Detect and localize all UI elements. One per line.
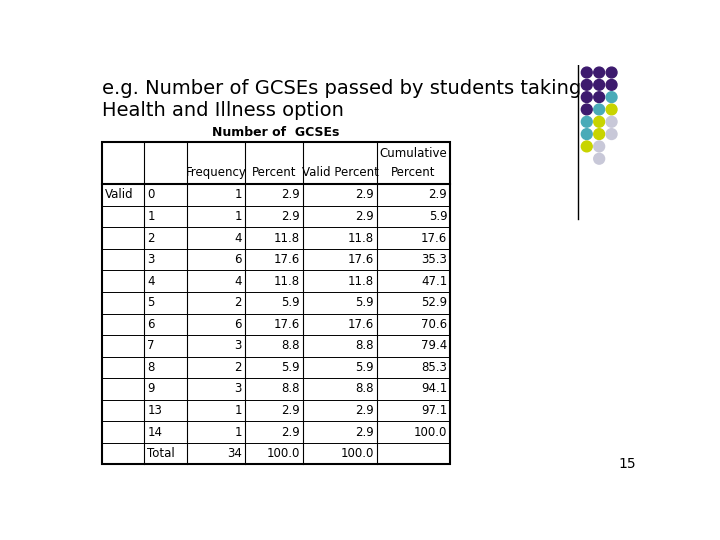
Text: 5.9: 5.9 [355, 296, 374, 309]
Text: 47.1: 47.1 [421, 275, 447, 288]
Text: 97.1: 97.1 [421, 404, 447, 417]
Text: 15: 15 [618, 457, 636, 471]
Text: 100.0: 100.0 [266, 447, 300, 460]
Text: 2.9: 2.9 [355, 404, 374, 417]
Text: 70.6: 70.6 [421, 318, 447, 331]
Text: 1: 1 [235, 188, 242, 201]
Text: 3: 3 [148, 253, 155, 266]
Circle shape [594, 129, 605, 139]
Text: 3: 3 [235, 382, 242, 395]
Circle shape [606, 67, 617, 78]
Text: 8.8: 8.8 [355, 339, 374, 353]
Text: 100.0: 100.0 [414, 426, 447, 438]
Circle shape [594, 67, 605, 78]
Text: 2: 2 [235, 296, 242, 309]
Text: 8.8: 8.8 [282, 382, 300, 395]
Text: 4: 4 [235, 232, 242, 245]
Circle shape [581, 92, 593, 103]
Text: 11.8: 11.8 [348, 275, 374, 288]
Text: 17.6: 17.6 [274, 253, 300, 266]
Text: 11.8: 11.8 [348, 232, 374, 245]
Text: 2: 2 [148, 232, 155, 245]
Text: 8.8: 8.8 [282, 339, 300, 353]
Text: Percent: Percent [391, 166, 436, 179]
Circle shape [594, 92, 605, 103]
Text: 5.9: 5.9 [355, 361, 374, 374]
Text: 8: 8 [148, 361, 155, 374]
Text: Frequency: Frequency [186, 166, 246, 179]
Text: 1: 1 [235, 426, 242, 438]
Text: Percent: Percent [252, 166, 297, 179]
Text: 9: 9 [148, 382, 155, 395]
Text: 4: 4 [235, 275, 242, 288]
Text: 3: 3 [235, 339, 242, 353]
Text: Cumulative: Cumulative [379, 147, 447, 160]
Circle shape [606, 79, 617, 90]
Text: 17.6: 17.6 [348, 318, 374, 331]
Text: 85.3: 85.3 [421, 361, 447, 374]
Text: Total: Total [148, 447, 175, 460]
Text: 5: 5 [148, 296, 155, 309]
Text: 6: 6 [148, 318, 155, 331]
Text: Valid Percent: Valid Percent [302, 166, 379, 179]
Bar [102, 142, 451, 464]
Text: 52.9: 52.9 [421, 296, 447, 309]
Text: 94.1: 94.1 [421, 382, 447, 395]
Circle shape [581, 67, 593, 78]
Text: 6: 6 [235, 318, 242, 331]
Text: 35.3: 35.3 [421, 253, 447, 266]
Text: 8.8: 8.8 [355, 382, 374, 395]
Text: 2.9: 2.9 [282, 404, 300, 417]
Circle shape [606, 129, 617, 139]
Text: 6: 6 [235, 253, 242, 266]
Text: 7: 7 [148, 339, 155, 353]
Circle shape [606, 117, 617, 127]
Circle shape [581, 141, 593, 152]
Text: 0: 0 [148, 188, 155, 201]
Circle shape [581, 79, 593, 90]
Circle shape [594, 141, 605, 152]
Circle shape [581, 129, 593, 139]
Text: 2.9: 2.9 [282, 426, 300, 438]
Text: 5.9: 5.9 [282, 296, 300, 309]
Text: 1: 1 [235, 404, 242, 417]
Text: 17.6: 17.6 [348, 253, 374, 266]
Circle shape [594, 117, 605, 127]
Text: 2.9: 2.9 [282, 210, 300, 223]
Text: 2.9: 2.9 [355, 426, 374, 438]
Circle shape [606, 92, 617, 103]
Text: 11.8: 11.8 [274, 275, 300, 288]
Text: 17.6: 17.6 [421, 232, 447, 245]
Circle shape [581, 104, 593, 115]
Text: 13: 13 [148, 404, 162, 417]
Text: 1: 1 [148, 210, 155, 223]
Text: 17.6: 17.6 [274, 318, 300, 331]
Circle shape [594, 153, 605, 164]
Text: 2.9: 2.9 [428, 188, 447, 201]
Circle shape [606, 104, 617, 115]
Text: 5.9: 5.9 [282, 361, 300, 374]
Text: 2.9: 2.9 [355, 210, 374, 223]
Text: 4: 4 [148, 275, 155, 288]
Circle shape [594, 79, 605, 90]
Text: 14: 14 [148, 426, 162, 438]
Text: Valid: Valid [104, 188, 133, 201]
Circle shape [594, 104, 605, 115]
Text: 11.8: 11.8 [274, 232, 300, 245]
Text: 100.0: 100.0 [341, 447, 374, 460]
Text: 5.9: 5.9 [428, 210, 447, 223]
Text: 2.9: 2.9 [282, 188, 300, 201]
Text: 1: 1 [235, 210, 242, 223]
Circle shape [581, 117, 593, 127]
Text: Number of  GCSEs: Number of GCSEs [212, 126, 340, 139]
Text: 34: 34 [227, 447, 242, 460]
Text: 79.4: 79.4 [421, 339, 447, 353]
Text: e.g. Number of GCSEs passed by students taking
Health and Illness option: e.g. Number of GCSEs passed by students … [102, 79, 581, 120]
Text: 2.9: 2.9 [355, 188, 374, 201]
Text: 2: 2 [235, 361, 242, 374]
